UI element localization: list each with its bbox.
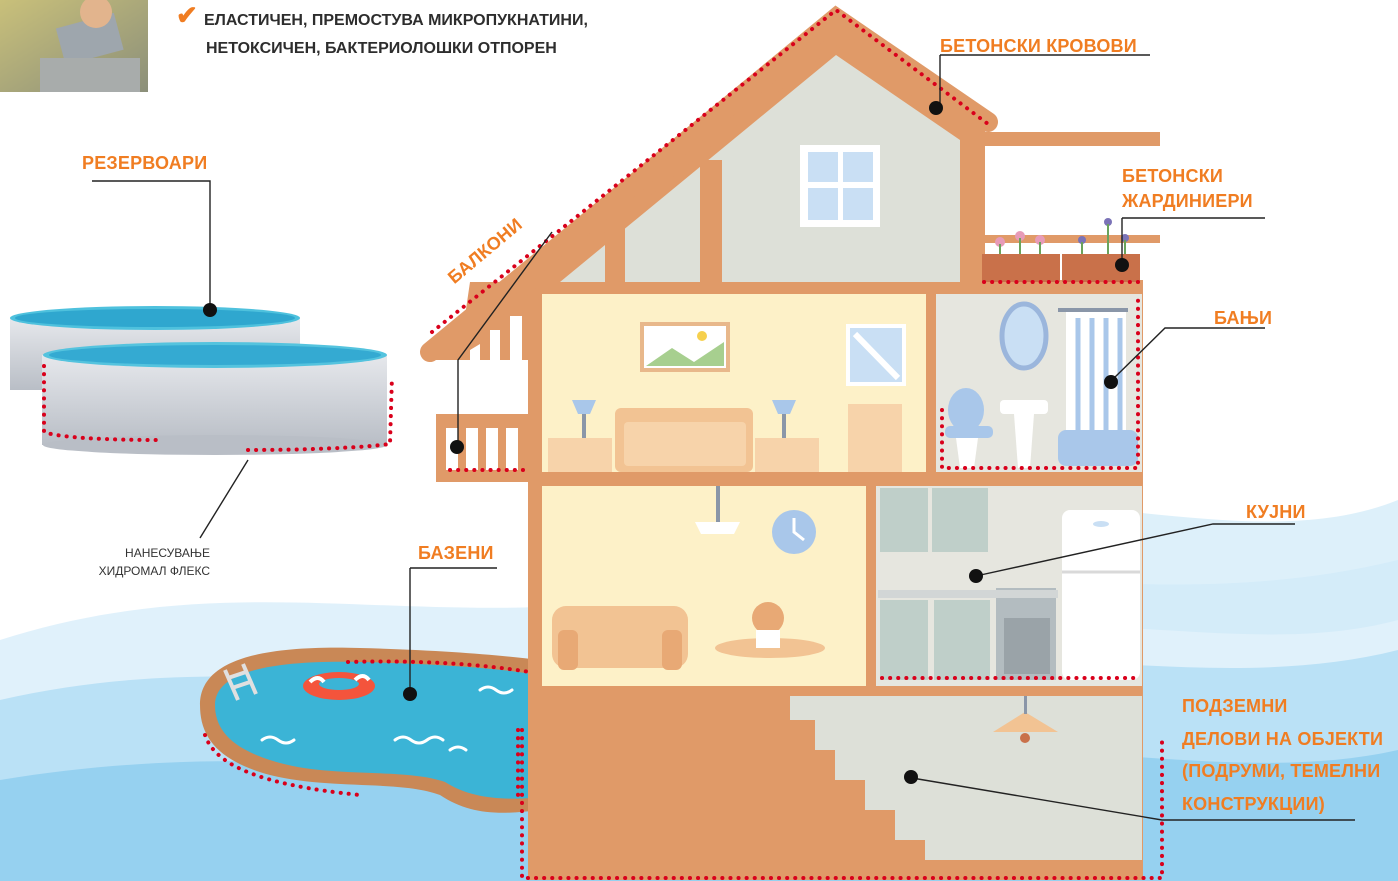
label-tanks: РЕЗЕРВОАРИ (82, 153, 208, 173)
house-waterproofing-dots (430, 7, 1164, 880)
pool-waterproofing-dots (203, 659, 532, 802)
label-planters-2: ЖАРДИНИЕРИ (1122, 191, 1253, 211)
house (420, 5, 1160, 880)
label-underground-3: (ПОДРУМИ, ТЕМЕЛНИ (1182, 761, 1381, 781)
label-bathrooms: БАЊИ (1214, 308, 1273, 328)
label-concrete-roofs: БЕТОНСКИ КРОВОВИ (940, 36, 1137, 56)
note-line-1: НАНЕСУВАЊЕ (125, 546, 210, 560)
label-planters-1: БЕТОНСКИ (1122, 166, 1224, 186)
leader-lines (92, 54, 1355, 821)
checkmark-icon: ✔ (176, 0, 198, 30)
tank-waterproofing-dots (42, 364, 394, 452)
label-pools: БАЗЕНИ (418, 543, 494, 563)
pool (200, 647, 540, 813)
note-line-2: ХИДРОМАЛ ФЛЕКС (98, 564, 210, 578)
benefits-line-1: ЕЛАСТИЧЕН, ПРЕМОСТУВА МИКРОПУКНАТИНИ, (204, 12, 588, 29)
application-note: НАНЕСУВАЊЕ ХИДРОМАЛ ФЛЕКС (92, 544, 210, 580)
leader-dots (203, 101, 1129, 784)
application-photo (0, 0, 148, 92)
label-kitchens: КУЈНИ (1246, 502, 1306, 522)
label-underground-1: ПОДЗЕМНИ (1182, 696, 1288, 716)
benefits-line-2: НЕТОКСИЧЕН, БАКТЕРИОЛОШКИ ОТПОРЕН (206, 40, 557, 57)
tank-front (42, 342, 387, 455)
label-underground-2: ДЕЛОВИ НА ОБЈЕКТИ (1182, 729, 1384, 749)
label-underground-4: КОНСТРУКЦИИ) (1182, 794, 1325, 814)
product-benefits: ЕЛАСТИЧЕН, ПРЕМОСТУВА МИКРОПУКНАТИНИ, НЕ… (204, 7, 588, 63)
